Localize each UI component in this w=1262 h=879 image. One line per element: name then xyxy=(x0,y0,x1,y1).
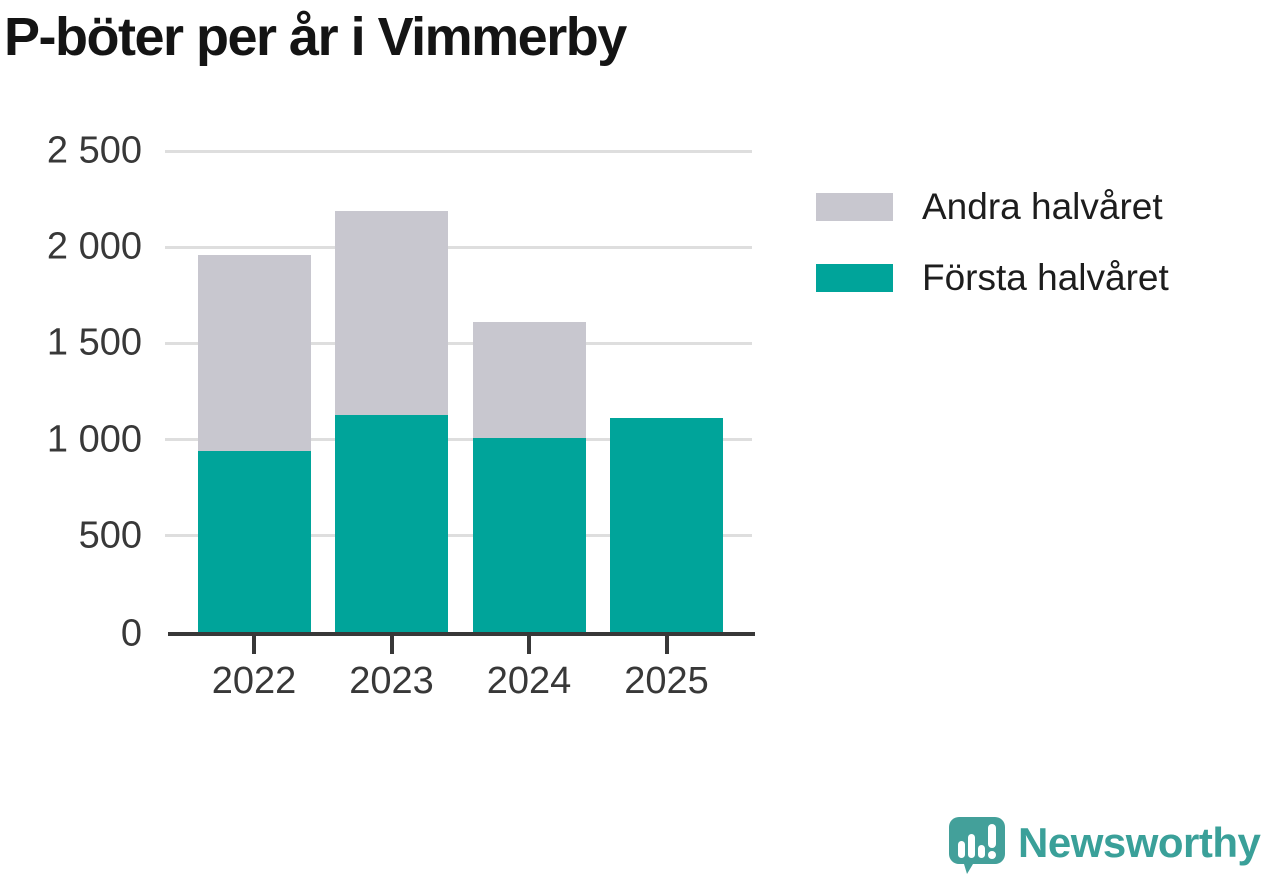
newsworthy-bubble-chart-icon xyxy=(949,817,1005,874)
legend-swatch-forsta xyxy=(816,264,893,292)
legend-label: Första halvåret xyxy=(922,257,1169,298)
y-axis-label: 1 000 xyxy=(46,418,142,461)
y-axis-label: 0 xyxy=(120,612,142,654)
bar-segment-second-half-2023 xyxy=(335,210,448,415)
gridline-2500 xyxy=(165,149,752,153)
x-axis-line xyxy=(168,632,755,636)
bar-segment-second-half-2022 xyxy=(197,254,311,452)
y-axis-label: 500 xyxy=(78,514,142,557)
legend-item-andra: Andra halvåret xyxy=(816,186,1169,228)
legend-swatch-andra xyxy=(816,193,893,221)
x-axis-label-2022: 2022 xyxy=(211,660,297,702)
gridline-2000 xyxy=(165,245,752,249)
gridline-1000 xyxy=(165,438,752,442)
y-axis-label: 2 500 xyxy=(46,129,142,172)
bar-segment-second-half-2024 xyxy=(472,322,586,438)
x-axis-tick-2022 xyxy=(252,636,256,654)
bar-segment-first-half-2022 xyxy=(197,451,311,632)
x-axis-tick-2025 xyxy=(664,636,669,654)
bar-segment-first-half-2024 xyxy=(472,437,586,632)
x-axis-tick-2023 xyxy=(389,636,394,654)
newsworthy-wordmark: Newsworthy xyxy=(1018,819,1261,866)
bar-segment-first-half-2025 xyxy=(610,418,723,632)
x-axis-label-2025: 2025 xyxy=(624,660,709,702)
gridline-1500 xyxy=(165,341,752,345)
chart-title: P-böter per år i Vimmerby xyxy=(4,7,627,67)
gridline-500 xyxy=(165,534,752,538)
newsworthy-logo: Newsworthy xyxy=(945,812,1261,878)
x-axis-tick-2024 xyxy=(527,636,531,654)
y-axis-label: 1 500 xyxy=(46,321,142,364)
legend-label: Andra halvåret xyxy=(922,186,1163,227)
legend: Andra halvåret Första halvåret xyxy=(816,186,1169,328)
bar-segment-first-half-2023 xyxy=(335,414,448,632)
x-axis-label-2023: 2023 xyxy=(349,660,434,702)
y-axis-label: 2 000 xyxy=(46,225,142,268)
legend-item-forsta: Första halvåret xyxy=(816,257,1169,299)
x-axis-label-2024: 2024 xyxy=(486,660,572,702)
